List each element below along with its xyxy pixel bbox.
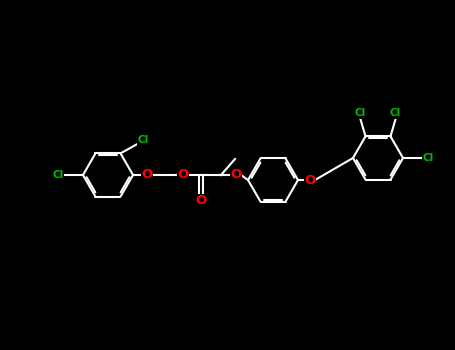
Text: O: O <box>142 168 152 182</box>
Text: Cl: Cl <box>390 108 401 118</box>
Text: Cl: Cl <box>355 108 366 118</box>
Text: Cl: Cl <box>138 135 149 145</box>
Text: O: O <box>195 195 207 208</box>
Text: Cl: Cl <box>52 170 64 180</box>
Text: O: O <box>177 168 189 182</box>
Text: O: O <box>304 174 316 187</box>
Text: O: O <box>230 168 242 182</box>
Text: Cl: Cl <box>422 153 434 163</box>
